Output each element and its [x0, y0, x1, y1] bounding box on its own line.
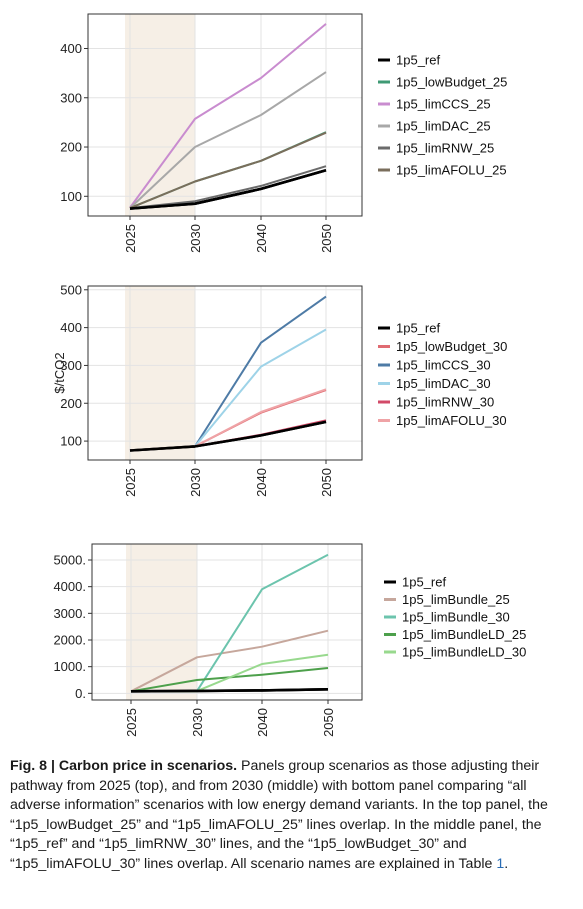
legend-label: 1p5_limRNW_30 [396, 395, 494, 410]
caption-end: . [504, 855, 509, 872]
y-tick-label: 400 [60, 41, 82, 56]
legend-label: 1p5_limBundleLD_25 [402, 627, 526, 642]
figure-caption: Fig. 8 | Carbon price in scenarios. Pane… [10, 757, 570, 874]
series-line-1p5_limRNW_25 [129, 165, 327, 210]
y-tick-label: 100 [60, 189, 82, 204]
legend-label: 1p5_ref [396, 321, 440, 336]
series-line-1p5_limBundle_25 [130, 629, 329, 693]
x-tick-label: 2040 [254, 224, 269, 253]
y-tick-label: 0. [75, 686, 86, 701]
legend: 1p5_ref 1p5_lowBudget_30 1p5_limCCS_30 1p5_… [378, 321, 507, 428]
y-axis-label: $/tCO2 [52, 352, 67, 393]
legend-label: 1p5_limBundle_25 [402, 592, 510, 607]
series-line-1p5_ref-top [129, 168, 327, 210]
y-tick-label: 100 [60, 434, 82, 449]
figure-charts: 100 200 300 400 2025 2030 2040 2050 1p5_ref 1p5_l… [52, 13, 526, 737]
legend-label: 1p5_limBundle_30 [402, 610, 510, 625]
plot-frame [87, 285, 363, 461]
series-line-1p5_ref-top [129, 420, 327, 452]
legend-label: 1p5_lowBudget_30 [396, 339, 507, 354]
y-tick-label: 5000. [53, 553, 86, 568]
x-tick-label: 2030 [188, 224, 203, 253]
x-tick-label: 2025 [123, 468, 138, 497]
legend-label: 1p5_lowBudget_25 [396, 75, 507, 90]
y-tick-label: 300 [60, 358, 82, 373]
x-tick-label: 2040 [254, 468, 269, 497]
legend-label: 1p5_limAFOLU_30 [396, 413, 507, 428]
x-tick-label: 2025 [123, 224, 138, 253]
series-line-1p5_limAFOLU_25 [129, 131, 327, 210]
x-tick-label: 2030 [190, 708, 205, 737]
legend-label: 1p5_limDAC_25 [396, 119, 491, 134]
legend-label: 1p5_limRNW_25 [396, 141, 494, 156]
caption-body: Panels group scenarios as those adjustin… [10, 758, 548, 872]
y-tick-label: 400 [60, 320, 82, 335]
shaded-period [125, 286, 195, 460]
y-tick-label: 3000. [53, 606, 86, 621]
y-tick-label: 2000. [53, 633, 86, 648]
x-tick-label: 2050 [319, 468, 334, 497]
y-tick-label: 4000. [53, 579, 86, 594]
caption-table-link[interactable]: 1 [496, 855, 505, 872]
legend-label: 1p5_limDAC_30 [396, 376, 491, 391]
chart-panel-3: 0. 1000. 2000. 3000. 4000. 5000. 2025 2030 2040 2… [53, 543, 526, 737]
legend-label: 1p5_limAFOLU_25 [396, 163, 507, 178]
y-tick-label: 500 [60, 282, 82, 297]
x-tick-label: 2025 [124, 708, 139, 737]
x-tick-label: 2040 [255, 708, 270, 737]
series-line-1p5_limDAC_25 [129, 71, 327, 209]
y-tick-label: 200 [60, 396, 82, 411]
chart-panel-2: 100 200 300 400 500 2025 2030 2040 2050 $/tCO2 1p5… [52, 282, 507, 497]
legend-label: 1p5_limBundleLD_30 [402, 645, 526, 660]
legend: 1p5_ref 1p5_limBundle_25 1p5_limBundle_30 1… [384, 575, 526, 660]
caption-lead: Fig. 8 | Carbon price in scenarios. [10, 758, 238, 774]
x-tick-label: 2050 [319, 224, 334, 253]
series-line-1p5_ref-top [130, 688, 329, 693]
y-tick-label: 1000. [53, 659, 86, 674]
legend-label: 1p5_limCCS_30 [396, 358, 491, 373]
y-tick-label: 200 [60, 140, 82, 155]
chart-panel-1: 100 200 300 400 2025 2030 2040 2050 1p5_ref 1p5_l… [60, 13, 507, 253]
x-tick-label: 2030 [188, 468, 203, 497]
legend-label: 1p5_ref [402, 575, 446, 590]
legend-label: 1p5_limCCS_25 [396, 97, 491, 112]
legend: 1p5_ref 1p5_lowBudget_25 1p5_limCCS_25 1p5_… [378, 53, 507, 178]
x-tick-label: 2050 [321, 708, 336, 737]
plot-frame [91, 543, 363, 701]
legend-label: 1p5_ref [396, 53, 440, 68]
y-tick-label: 300 [60, 90, 82, 105]
series-line-1p5_limCCS_25 [129, 23, 327, 209]
shaded-period [126, 544, 197, 700]
plot-frame [87, 13, 363, 217]
